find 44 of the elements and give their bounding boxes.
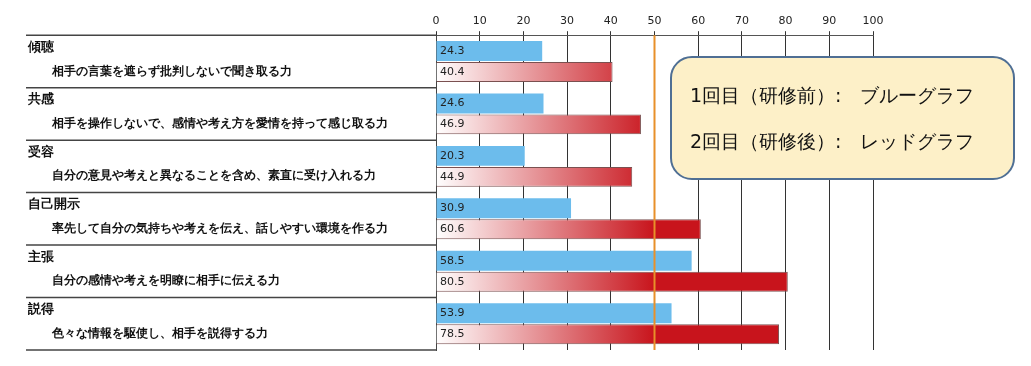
x2-tick-label: 80 — [778, 14, 793, 28]
data-label: 44.9 — [440, 169, 465, 183]
data-label: 46.9 — [440, 117, 465, 131]
x2-tick-label: 100 — [862, 14, 884, 28]
x2-tick-label: 40 — [603, 14, 618, 28]
bar — [436, 250, 692, 271]
data-label: 80.5 — [440, 274, 465, 288]
data-label: 58.5 — [440, 253, 465, 267]
y-tick-label: 共感 — [27, 91, 55, 107]
x2-tick-label: 0 — [432, 14, 440, 28]
data-label: 53.9 — [440, 306, 465, 320]
x2-tick-label: 70 — [734, 14, 749, 28]
bar — [436, 40, 543, 61]
text: 率先して自分の気持ちや考えを伝え、話しやすい環境を作る力 — [51, 220, 388, 235]
bar — [436, 303, 672, 324]
annotation: 1回目（研修前）: ブルーグラフ — [690, 83, 976, 108]
data-label: 40.4 — [440, 64, 465, 78]
text: 相手を操作しないで、感情や考え方を愛情を持って感じ取る力 — [51, 116, 388, 131]
data-label: 20.3 — [440, 148, 465, 162]
text: 自分の意見や考えと異なることを含め、素直に受け入れる力 — [52, 168, 376, 183]
note-box: 1回目（研修前）: ブルーグラフ 2回目（研修後）: レッドグラフ — [670, 56, 1015, 180]
data-label: 24.3 — [440, 43, 465, 57]
data-label: 60.6 — [440, 222, 465, 236]
bar — [436, 93, 544, 114]
y-tick-label: 自己開示 — [28, 196, 80, 212]
data-label: 78.5 — [440, 327, 465, 341]
y-tick-label: 受容 — [27, 143, 54, 159]
x2-tick-label: 60 — [691, 14, 706, 28]
text: 色々な情報を駆使し、相手を説得する力 — [51, 325, 268, 340]
y-tick-label: 主張 — [27, 248, 55, 264]
y-tick-label: 説得 — [27, 301, 54, 317]
data-label: 30.9 — [440, 201, 465, 215]
x2-tick-label: 30 — [560, 14, 575, 28]
x2-tick-label: 50 — [647, 14, 662, 28]
text: 自分の感情や考えを明瞭に相手に伝える力 — [52, 273, 280, 288]
x2-tick-label: 20 — [516, 14, 531, 28]
text: 相手の言葉を遮らず批判しないで聞き取る力 — [51, 63, 292, 78]
bar — [436, 145, 525, 166]
bar — [436, 198, 572, 219]
x2-tick-label: 90 — [822, 14, 837, 28]
annotation: 2回目（研修後）: レッドグラフ — [690, 129, 976, 154]
y-tick-label: 傾聴 — [27, 38, 55, 54]
x2-tick-label: 10 — [472, 14, 487, 28]
data-label: 24.6 — [440, 96, 465, 110]
